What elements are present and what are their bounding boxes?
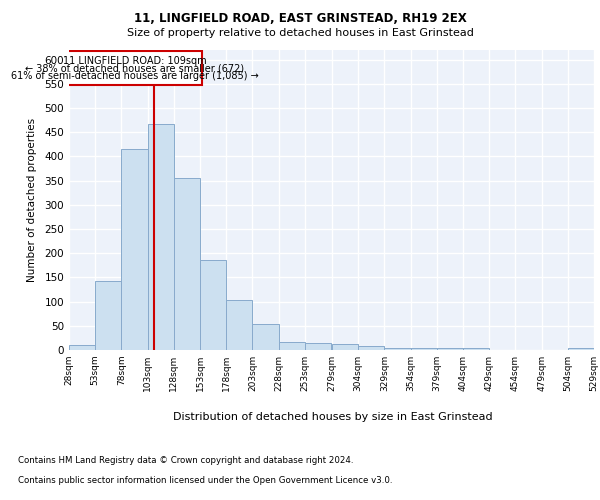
Bar <box>174 178 200 350</box>
Bar <box>200 260 226 350</box>
Bar <box>463 348 489 350</box>
Bar <box>410 348 437 350</box>
Text: Distribution of detached houses by size in East Grinstead: Distribution of detached houses by size … <box>173 412 493 422</box>
Text: 61% of semi-detached houses are larger (1,085) →: 61% of semi-detached houses are larger (… <box>11 72 259 82</box>
Bar <box>148 124 174 350</box>
Bar <box>385 348 410 350</box>
Bar <box>332 344 358 350</box>
Bar <box>305 342 331 350</box>
Text: Size of property relative to detached houses in East Grinstead: Size of property relative to detached ho… <box>127 28 473 38</box>
Bar <box>121 148 148 350</box>
Bar <box>358 346 385 350</box>
Bar <box>278 342 305 350</box>
Text: 11, LINGFIELD ROAD, EAST GRINSTEAD, RH19 2EX: 11, LINGFIELD ROAD, EAST GRINSTEAD, RH19… <box>134 12 466 26</box>
Bar <box>67 51 202 85</box>
Text: 11 LINGFIELD ROAD: 109sqm: 11 LINGFIELD ROAD: 109sqm <box>62 56 206 66</box>
Bar <box>95 281 121 350</box>
Bar <box>437 348 463 350</box>
Text: ← 38% of detached houses are smaller (672): ← 38% of detached houses are smaller (67… <box>25 64 244 74</box>
Bar <box>568 348 594 350</box>
Y-axis label: Number of detached properties: Number of detached properties <box>28 118 37 282</box>
Text: Contains HM Land Registry data © Crown copyright and database right 2024.: Contains HM Land Registry data © Crown c… <box>18 456 353 465</box>
Text: Contains public sector information licensed under the Open Government Licence v3: Contains public sector information licen… <box>18 476 392 485</box>
Bar <box>226 300 253 350</box>
Bar <box>253 324 278 350</box>
Bar <box>69 345 95 350</box>
